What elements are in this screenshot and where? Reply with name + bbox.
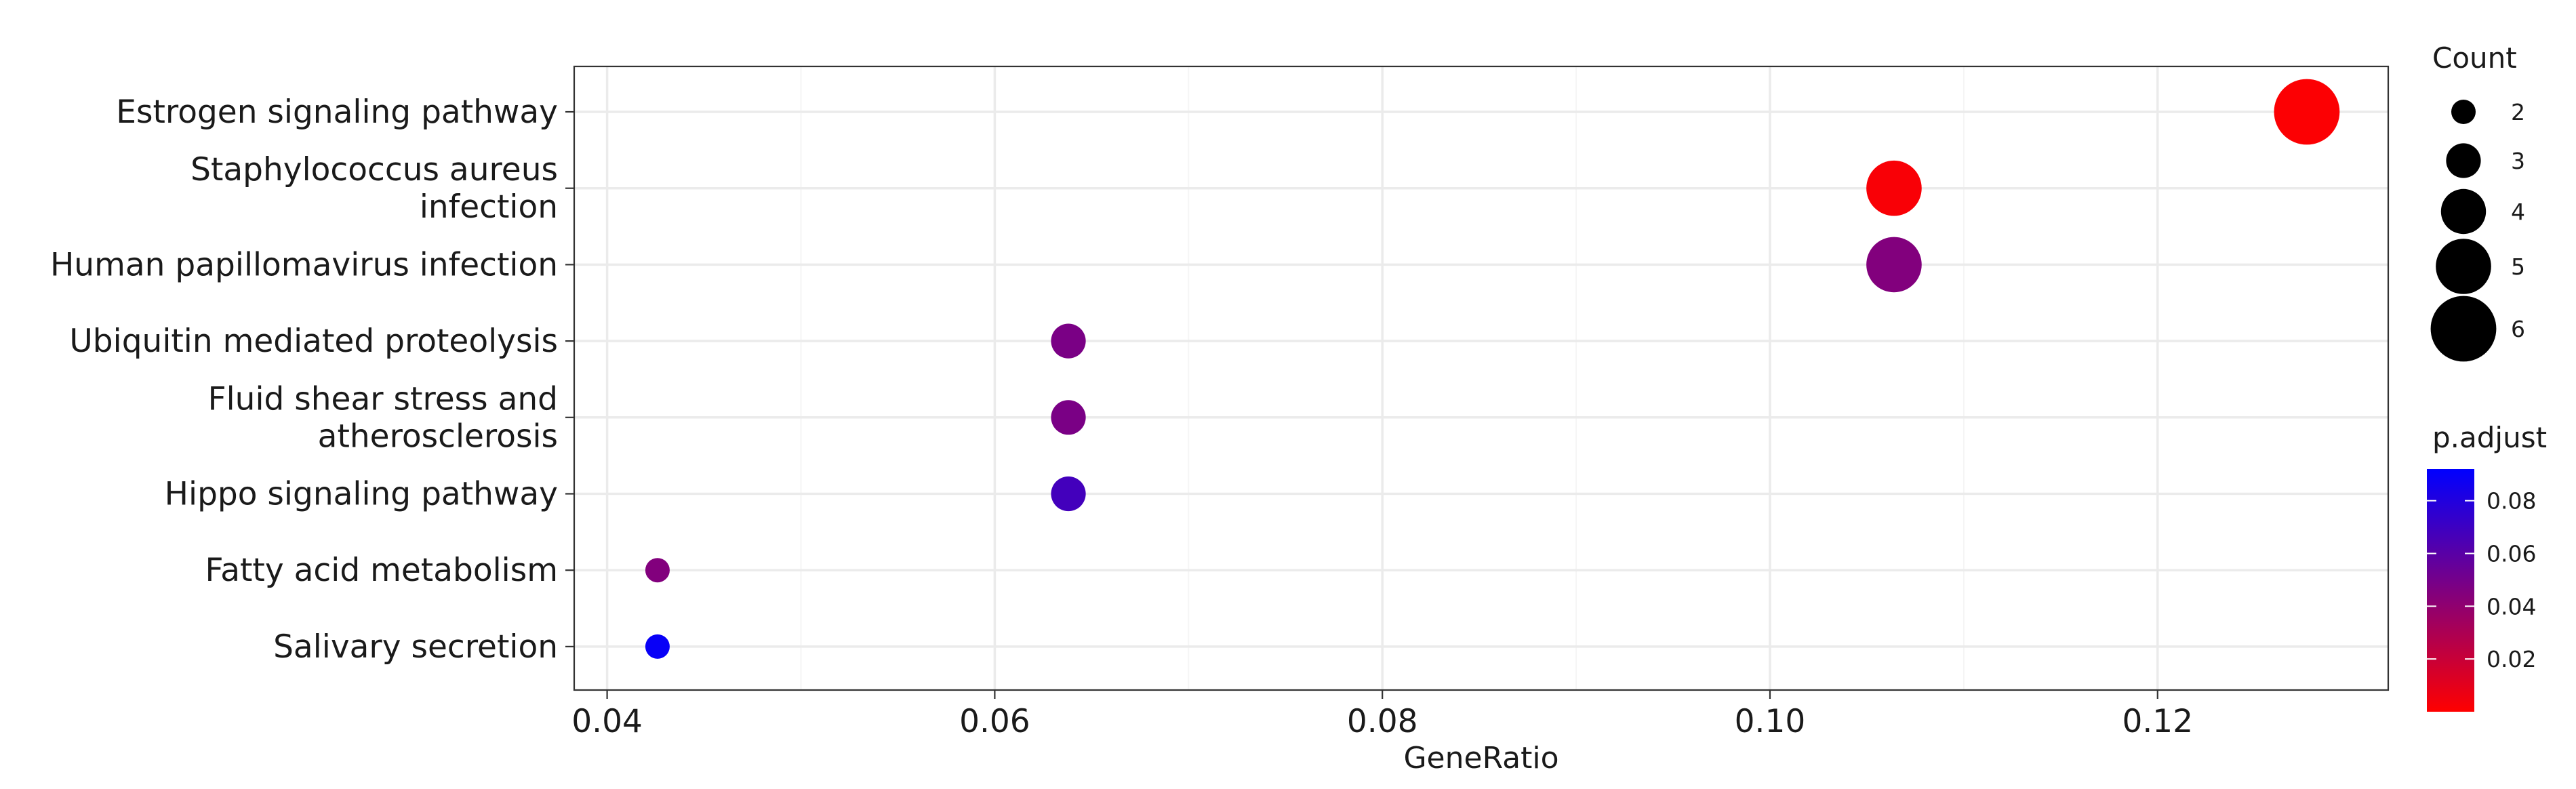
data-point bbox=[1051, 400, 1086, 435]
y-tick-label: Ubiquitin mediated proteolysis bbox=[69, 323, 558, 360]
count-legend-key bbox=[2440, 188, 2487, 235]
data-point bbox=[1866, 160, 1922, 216]
count-legend-label: 2 bbox=[2511, 99, 2525, 125]
data-point bbox=[645, 634, 670, 659]
y-tick-label-line: Fatty acid metabolism bbox=[205, 552, 558, 589]
count-legend-key bbox=[2430, 296, 2497, 362]
x-axis: 0.04 0.06 0.08 0.10 0.12 bbox=[571, 690, 2193, 740]
x-tick-label: 0.04 bbox=[571, 703, 643, 740]
padj-tick-label: 0.02 bbox=[2487, 646, 2536, 672]
y-tick-label-line: Estrogen signaling pathway bbox=[116, 94, 558, 131]
y-tick-label: Staphylococcus aureus infection bbox=[190, 151, 558, 226]
y-tick-label-line: atherosclerosis bbox=[318, 418, 558, 455]
y-tick-label: Hippo signaling pathway bbox=[165, 476, 558, 513]
data-point bbox=[645, 558, 670, 583]
x-tick-label: 0.08 bbox=[1347, 703, 1418, 740]
y-tick-label-line: infection bbox=[420, 188, 558, 226]
padj-tick-label: 0.04 bbox=[2487, 593, 2536, 620]
y-axis: Estrogen signaling pathway Staphylococcus… bbox=[50, 94, 574, 666]
count-legend-key bbox=[2451, 100, 2476, 124]
grid-layer bbox=[574, 66, 2388, 690]
padj-tick-label: 0.08 bbox=[2487, 488, 2536, 514]
padj-colorbar bbox=[2427, 469, 2474, 712]
count-legend-label: 6 bbox=[2511, 316, 2525, 342]
x-tick-label: 0.06 bbox=[959, 703, 1030, 740]
count-legend-label: 3 bbox=[2511, 148, 2525, 174]
y-tick-label: Human papillomavirus infection bbox=[50, 246, 558, 283]
count-legend-label: 4 bbox=[2511, 199, 2525, 225]
padj-tick-label: 0.06 bbox=[2487, 541, 2536, 567]
y-tick-label: Fluid shear stress and atherosclerosis bbox=[208, 380, 558, 455]
panel-border bbox=[573, 65, 2390, 691]
y-tick-label-line: Staphylococcus aureus bbox=[190, 151, 558, 188]
y-tick-label-line: Fluid shear stress and bbox=[208, 380, 558, 418]
data-point bbox=[1051, 323, 1086, 359]
points-layer bbox=[645, 79, 2340, 659]
data-point bbox=[1051, 476, 1086, 512]
padj-legend-title: p.adjust bbox=[2432, 421, 2547, 454]
y-tick-label-line: Human papillomavirus infection bbox=[50, 246, 558, 283]
y-tick-label-line: Salivary secretion bbox=[273, 628, 558, 666]
data-point bbox=[2274, 79, 2340, 145]
x-tick-label: 0.10 bbox=[1735, 703, 1806, 740]
y-tick-label: Fatty acid metabolism bbox=[205, 552, 558, 589]
y-tick-label: Salivary secretion bbox=[273, 628, 558, 666]
data-point bbox=[1866, 237, 1922, 293]
y-tick-label-line: Ubiquitin mediated proteolysis bbox=[69, 323, 558, 360]
count-legend-title: Count bbox=[2432, 41, 2517, 75]
count-legend-key bbox=[2436, 239, 2491, 294]
count-legend-label: 5 bbox=[2511, 254, 2525, 280]
x-axis-title: GeneRatio bbox=[1403, 741, 1558, 775]
y-tick-label-line: Hippo signaling pathway bbox=[165, 476, 558, 513]
y-tick-label: Estrogen signaling pathway bbox=[116, 94, 558, 131]
count-legend-key bbox=[2446, 143, 2481, 178]
x-tick-label: 0.12 bbox=[2122, 703, 2193, 740]
legends: Count 2 3 4 5 6 p.adjust 0.08 0.06 0.04 0.02 bbox=[2427, 41, 2547, 712]
